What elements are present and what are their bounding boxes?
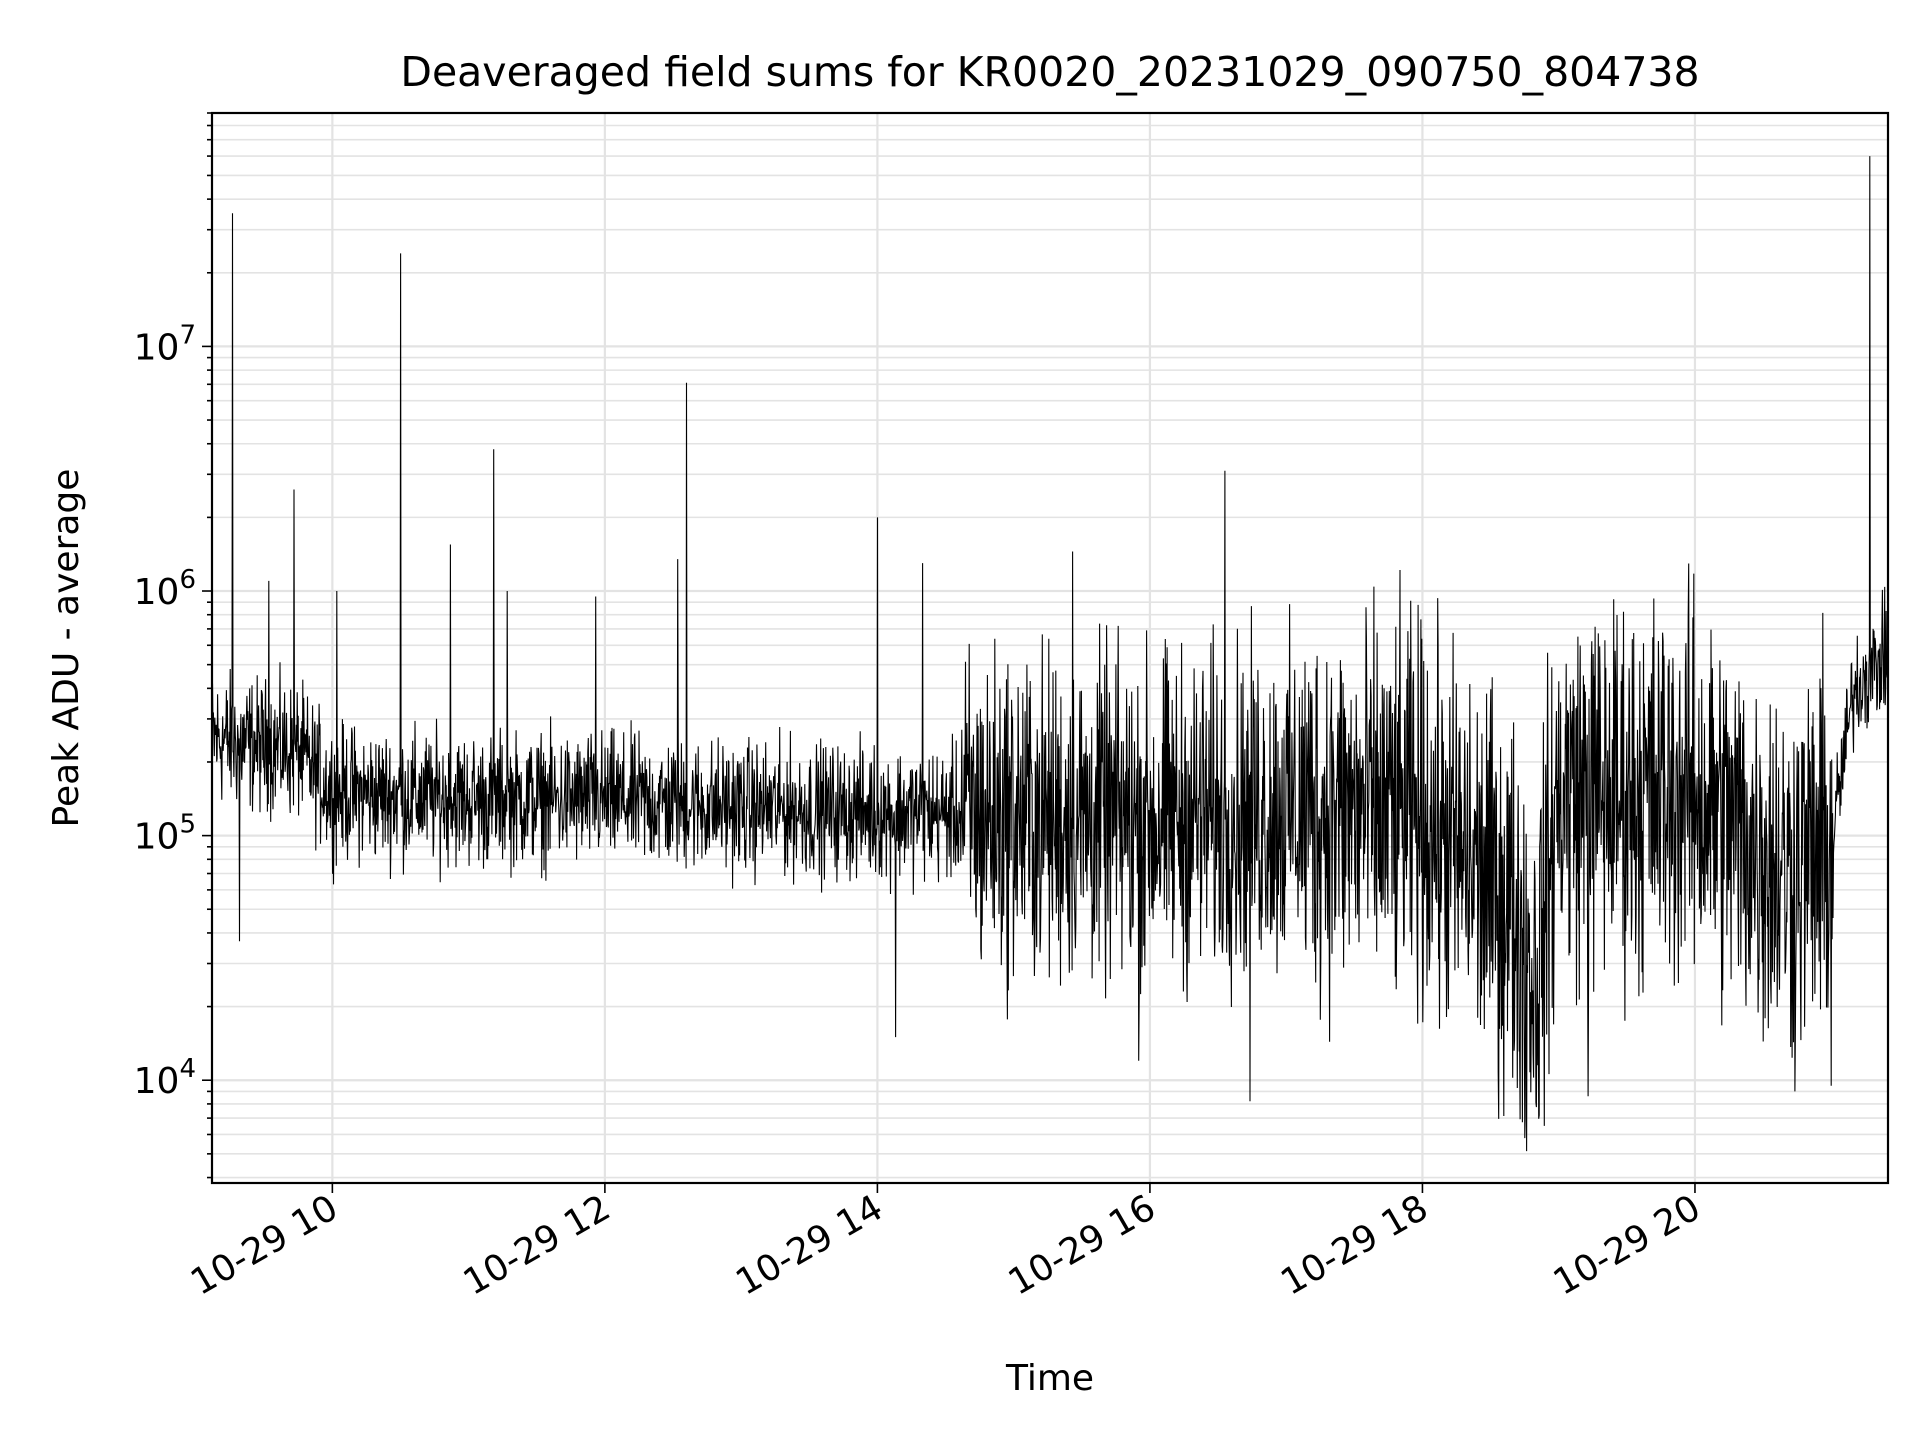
grid [212, 112, 1888, 1183]
y-axis: 104 105 106 107 [134, 112, 212, 1179]
x-axis-label: Time [1005, 1358, 1094, 1399]
y-tick-label: 106 [134, 565, 196, 613]
x-tick-label: 10-29 18 [1274, 1187, 1435, 1303]
y-tick-label: 104 [134, 1054, 196, 1102]
y-tick-label: 107 [134, 320, 196, 368]
x-tick-label: 10-29 16 [1002, 1187, 1163, 1303]
y-axis-label: Peak ADU - average [46, 469, 87, 828]
y-tick-label: 105 [134, 810, 196, 858]
x-tick-label: 10-29 10 [184, 1187, 345, 1303]
chart-title: Deaveraged field sums for KR0020_2023102… [400, 48, 1699, 96]
x-tick-label: 10-29 20 [1547, 1187, 1708, 1303]
x-axis: 10-29 10 10-29 12 10-29 14 10-29 16 10-29 18… [184, 1183, 1707, 1304]
plot-frame [210, 111, 1890, 1185]
x-tick-label: 10-29 14 [729, 1187, 890, 1303]
x-tick-label: 10-29 12 [457, 1187, 618, 1303]
series-line [212, 156, 1888, 1152]
